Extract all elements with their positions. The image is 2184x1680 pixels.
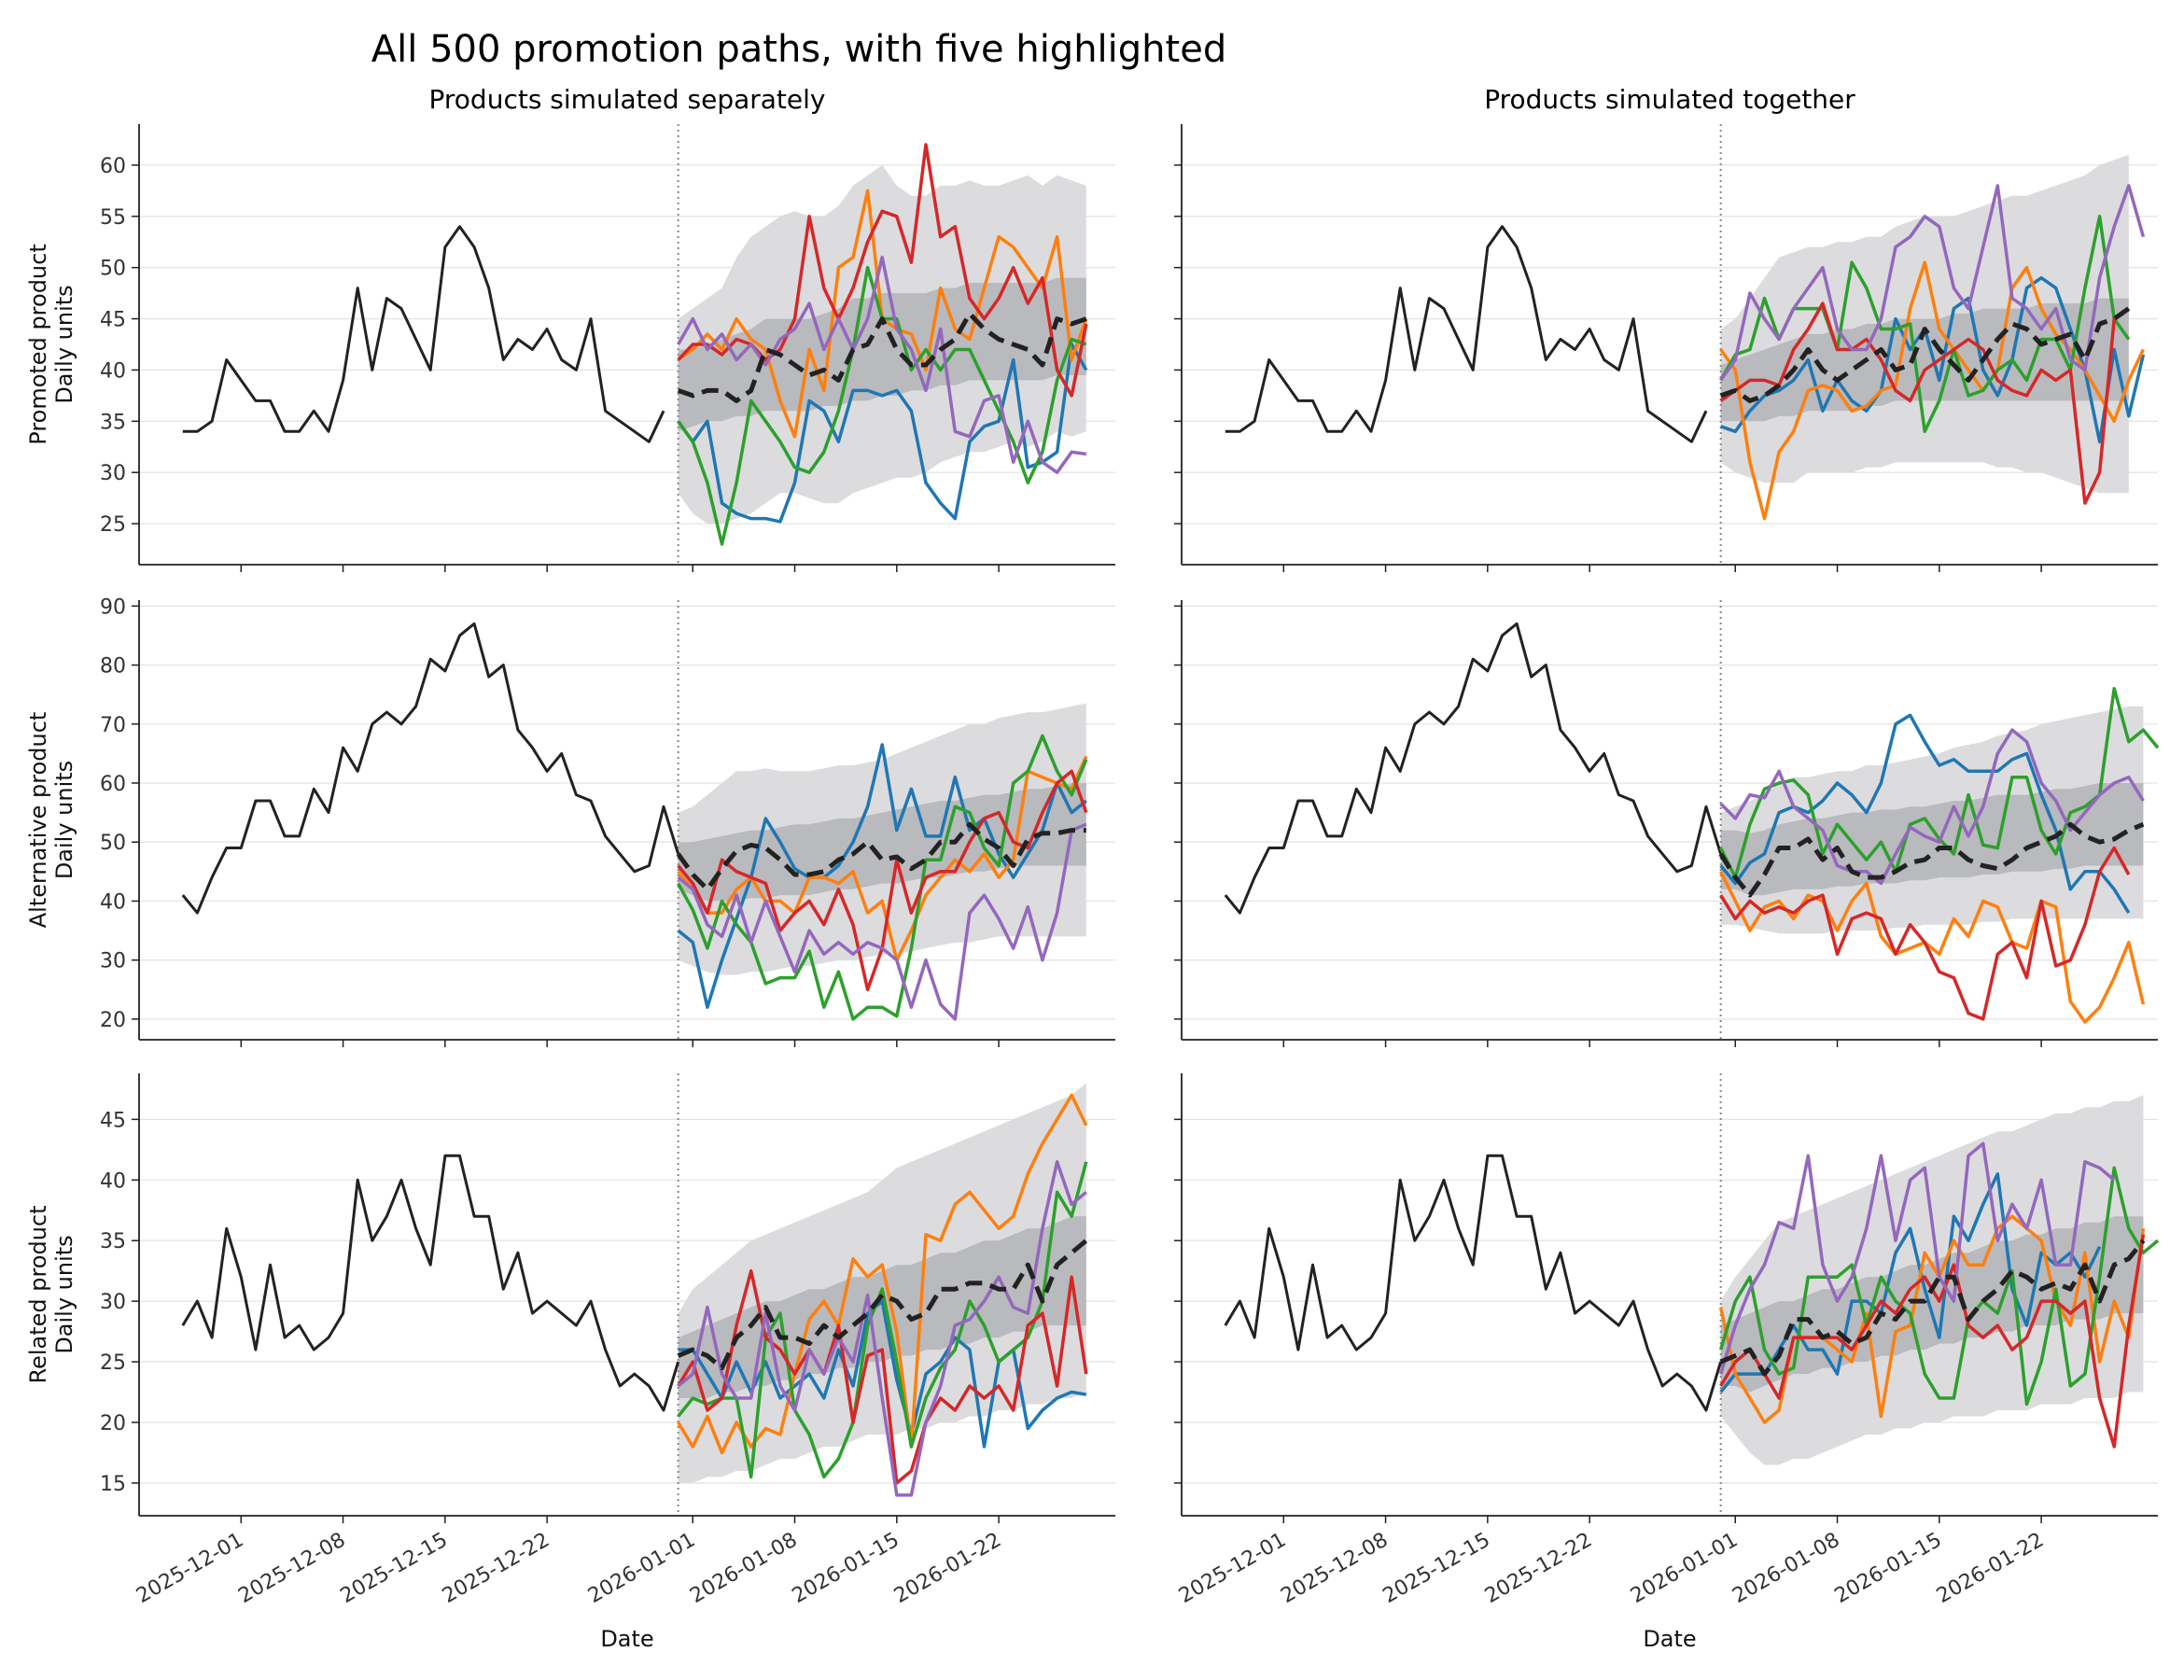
highlight-path-5 — [1718, 1141, 2116, 1375]
y-tick-label: 40 — [100, 359, 126, 383]
x-tick-label: 2026-01-01 — [1627, 1529, 1742, 1609]
y-tick-label: 40 — [100, 890, 126, 914]
y-axis-label-line: Promoted product — [25, 244, 51, 444]
y-axis-label: Alternative product Daily units — [25, 712, 77, 929]
y-axis-label: Related product Daily units — [25, 1205, 77, 1383]
x-tick-label: 2025-12-22 — [1481, 1529, 1596, 1609]
history-line — [1225, 225, 1708, 443]
figure-title: All 500 promotion paths, with five highl… — [371, 28, 1226, 71]
x-tick-label: 2025-12-08 — [1277, 1529, 1392, 1609]
median-line — [677, 1239, 1088, 1371]
y-axis-label-line: Related product — [25, 1205, 51, 1383]
column-title-separate: Products simulated separately — [429, 84, 826, 115]
y-axis-label-line: Daily units — [51, 1235, 77, 1353]
highlight-path-4 — [1719, 846, 2131, 1021]
y-tick-label: 25 — [100, 1351, 126, 1375]
highlight-path-1 — [677, 343, 1088, 524]
y-axis-label-line: Daily units — [51, 285, 77, 403]
highlight-path-3 — [677, 1161, 1088, 1479]
panel-1-1 — [1174, 600, 2160, 1047]
highlight-path-4 — [677, 1268, 1088, 1485]
y-tick-label: 20 — [100, 1009, 126, 1032]
median-line — [1719, 306, 2131, 403]
median-line — [1718, 821, 2145, 898]
highlight-path-1 — [1719, 713, 2131, 915]
inner-band — [1720, 1216, 2144, 1393]
y-tick-label: 35 — [100, 1230, 126, 1253]
x-tick-label: 2025-12-01 — [1175, 1529, 1290, 1609]
history-line — [1224, 622, 1723, 915]
y-tick-label: 70 — [100, 714, 126, 737]
history-line — [1224, 1154, 1723, 1412]
x-tick-label: 2026-01-08 — [686, 1529, 801, 1609]
y-tick-label: 20 — [100, 1412, 126, 1435]
x-tick-label: 2026-01-01 — [584, 1529, 699, 1609]
x-tick-label: 2025-12-08 — [234, 1529, 349, 1609]
y-tick-label: 50 — [100, 832, 126, 855]
median-line — [677, 311, 1087, 403]
y-axis-label: Promoted product Daily units — [25, 244, 77, 444]
y-tick-label: 50 — [100, 258, 126, 281]
y-axis-label-line: Alternative product — [25, 712, 51, 929]
x-tick-label: 2025-12-01 — [133, 1529, 247, 1609]
median-line — [1719, 1239, 2146, 1377]
x-tick-label: 2026-01-22 — [890, 1529, 1005, 1609]
highlight-path-4 — [677, 143, 1088, 398]
y-tick-label: 15 — [100, 1473, 126, 1496]
x-axis-label-left: Date — [600, 1626, 653, 1652]
column-title-together: Products simulated together — [1484, 84, 1855, 115]
y-tick-label: 45 — [100, 309, 126, 332]
x-tick-label: 2025-12-22 — [439, 1529, 553, 1609]
x-tick-label: 2025-12-15 — [337, 1529, 452, 1609]
x-tick-label: 2025-12-15 — [1379, 1529, 1494, 1609]
x-tick-label: 2026-01-15 — [1831, 1529, 1946, 1609]
y-tick-label: 45 — [100, 1109, 126, 1132]
panel-0-0: 25 30 35 40 45 50 55 60 — [100, 124, 1115, 572]
y-tick-label: 30 — [100, 1291, 126, 1314]
plot-grid: Promoted product Daily units2530354045505… — [25, 124, 2160, 1609]
y-tick-label: 60 — [100, 155, 126, 178]
y-tick-label: 35 — [100, 411, 126, 434]
x-tick-label: 2026-01-15 — [789, 1529, 903, 1609]
y-tick-label: 25 — [100, 513, 126, 537]
highlight-path-5 — [1719, 184, 2146, 382]
x-tick-label: 2026-01-08 — [1729, 1529, 1843, 1609]
panel-1-0: 20 30 40 50 60 70 80 90 — [100, 595, 1115, 1047]
x-axis-label-right: Date — [1643, 1626, 1696, 1652]
panel-0-1 — [1174, 124, 2158, 572]
inner-band — [678, 783, 1086, 902]
y-tick-label: 55 — [100, 206, 126, 230]
highlight-path-2 — [677, 755, 1088, 962]
median-line — [676, 821, 1086, 892]
highlight-path-2 — [1719, 871, 2146, 1024]
highlight-path-5 — [677, 1160, 1087, 1497]
y-tick-label: 30 — [100, 950, 126, 973]
highlight-path-1 — [1719, 1172, 2102, 1393]
highlight-path-3 — [1718, 1166, 2160, 1407]
highlight-path-2 — [677, 1093, 1088, 1455]
highlight-path-1 — [677, 743, 1087, 1009]
y-tick-label: 60 — [100, 773, 126, 796]
history-line — [182, 225, 665, 443]
history-line — [181, 622, 680, 915]
panel-2-0: 152025303540452025-12-012025-12-082025-1… — [100, 1073, 1115, 1608]
y-axis-label-line: Daily units — [51, 761, 77, 879]
y-tick-label: 90 — [100, 595, 126, 619]
y-tick-label: 40 — [100, 1169, 126, 1193]
highlight-path-1 — [1720, 275, 2146, 444]
x-tick-label: 2026-01-22 — [1933, 1529, 2048, 1609]
history-line — [181, 1154, 680, 1412]
highlight-path-3 — [677, 734, 1088, 1021]
highlight-path-5 — [677, 822, 1087, 1021]
highlight-path-4 — [1719, 301, 2130, 505]
highlight-path-5 — [677, 255, 1087, 474]
y-tick-label: 80 — [100, 655, 126, 679]
panel-2-1: 2025-12-012025-12-082025-12-152025-12-22… — [1174, 1073, 2160, 1609]
y-tick-label: 30 — [100, 462, 126, 485]
